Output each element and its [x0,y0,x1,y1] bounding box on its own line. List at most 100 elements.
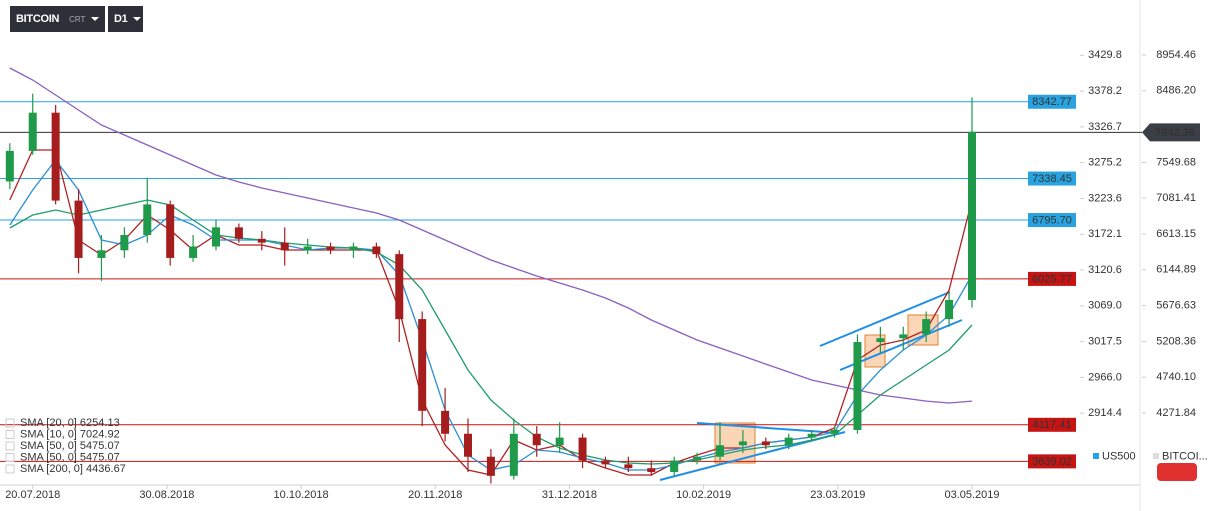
symbol: BITCOIN [16,13,60,25]
level-label: 4117.41 [1033,419,1072,431]
sma-line [9,158,973,471]
y-tick-label: 8486.20 [1156,85,1196,97]
y-tick-label: 6613.15 [1156,228,1196,240]
instrument-name: BITCOI... [1162,450,1208,462]
x-tick-label: 03.05.2019 [944,489,999,501]
candle-body [349,246,358,251]
y-tick-label: 7081.41 [1156,192,1196,204]
pattern-box [714,422,756,464]
candle-body [693,456,702,461]
level-label: 8342.77 [1032,96,1072,108]
level-label-box [1028,454,1076,469]
x-tick-label: 23.03.2019 [810,489,865,501]
candle-body [464,433,472,457]
y2-tick-label: 3172.1 [1088,228,1122,240]
x-tick-label: 31.12.2018 [542,489,597,501]
candle-body [189,246,198,258]
candle-body [120,235,129,251]
candle-body [486,456,495,476]
level-label-box [1028,171,1076,186]
legend-icon [5,430,15,439]
candle-body [647,468,656,473]
level-label: 6795.70 [1032,214,1072,226]
legend-icon [5,441,15,451]
legend-icon [5,418,15,428]
y-tick-label: 6144.89 [1156,264,1196,276]
candle-body [143,204,152,235]
instrument-name: US500 [1102,450,1136,462]
candle-body [853,342,862,430]
candle-body [234,227,243,239]
candle-body [922,319,931,335]
candle-body [372,246,381,255]
candle-body [761,441,770,446]
y-tick-label: 4740.10 [1156,371,1196,383]
candle-body [624,464,633,469]
x-tick-label: 10.02.2019 [676,489,731,501]
caret [91,17,100,21]
level-label-box [1028,213,1076,228]
y2-tick-label: 2914.4 [1088,407,1122,419]
y2-tick-label: 3069.0 [1088,300,1122,312]
candle-body [716,445,724,457]
candle-body [532,433,541,446]
candle-body [876,338,885,343]
candle-body [28,112,37,151]
candle-body [784,437,793,446]
y2-tick-label: 3223.6 [1088,192,1122,204]
symbol-sub: CRT [69,14,86,24]
level-label-box [1028,417,1076,432]
y-tick-label: 5208.36 [1156,335,1196,347]
current-price-box [1142,123,1200,142]
level-label: 7338.45 [1032,173,1072,185]
candle-body [166,204,175,258]
candle-body [97,250,106,258]
sma-line [9,67,973,404]
candle-body [945,299,954,320]
candle-body [899,334,908,339]
y2-tick-label: 3275.2 [1088,157,1122,169]
y2-tick-label: 3017.5 [1088,336,1122,348]
candle-body [303,246,312,251]
candle-body [395,254,404,320]
candle-body [280,242,289,251]
level-label: 3639.02 [1032,456,1072,468]
candle-body [670,460,679,473]
candle-body [441,410,450,434]
y2-tick-label: 2966.0 [1088,371,1122,383]
y-tick-label: 5676.63 [1156,300,1196,312]
level-label-box [1028,94,1076,109]
y-tick-label: 4271.84 [1156,407,1196,419]
candle-body [830,429,839,434]
candle-body [601,460,610,465]
instrument-button[interactable] [1157,463,1197,481]
timeframe-selector[interactable]: D1 [108,6,143,32]
indicator-legend: SMA [10, 0] 7024.92 [20,428,120,440]
x-tick-label: 30.08.2018 [139,489,194,501]
x-tick-label: 20.07.2018 [5,489,60,501]
candle-body [326,246,335,251]
candle-body [968,131,976,300]
indicator-legend: SMA [20, 0] 6254.13 [20,417,120,429]
y-tick-label: 8954.46 [1156,49,1196,61]
y2-tick-label: 3429.8 [1088,49,1122,61]
legend-icon [5,464,15,474]
legend-icon [5,453,15,462]
y2-tick-label: 3326.7 [1088,121,1122,133]
symbol-selector[interactable]: BITCOIN CRT [10,6,105,32]
x-tick-label: 20.11.2018 [408,489,462,501]
y2-tick-label: 3378.2 [1088,85,1122,97]
candle-body [555,437,564,446]
candle-body [5,150,14,182]
candle-body [418,319,427,411]
candle-body [212,227,220,247]
timeframe: D1 [114,13,128,25]
level-label-box [1028,271,1076,286]
candle-body [807,433,816,438]
candle-body [51,112,60,201]
level-label: 6025.77 [1032,273,1072,285]
current-price-label: 7942.36 [1155,127,1195,139]
sma-line [9,149,973,476]
